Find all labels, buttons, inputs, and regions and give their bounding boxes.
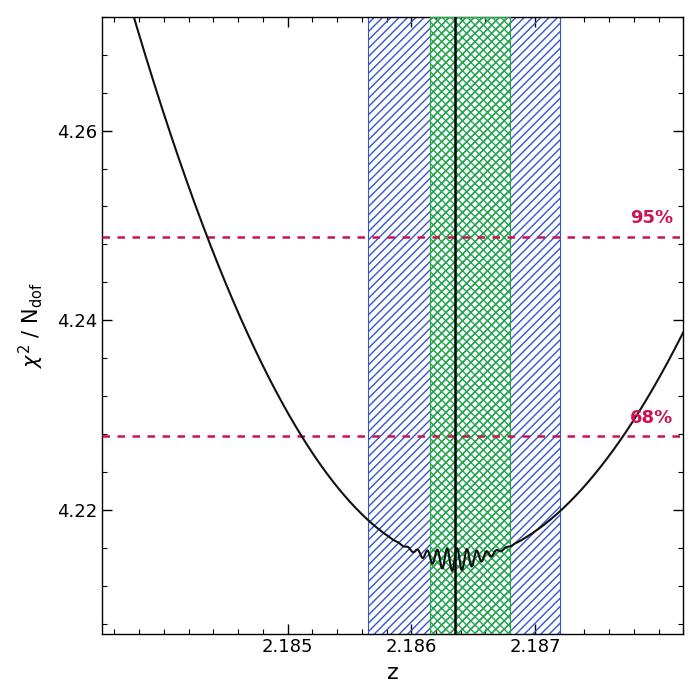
- Text: 95%: 95%: [630, 209, 673, 228]
- X-axis label: z: z: [387, 664, 398, 683]
- Y-axis label: $\chi^2$ / N$_\mathrm{dof}$: $\chi^2$ / N$_\mathrm{dof}$: [17, 282, 46, 368]
- Text: 68%: 68%: [630, 409, 673, 426]
- Bar: [368, 17, 560, 634]
- Bar: [430, 17, 510, 634]
